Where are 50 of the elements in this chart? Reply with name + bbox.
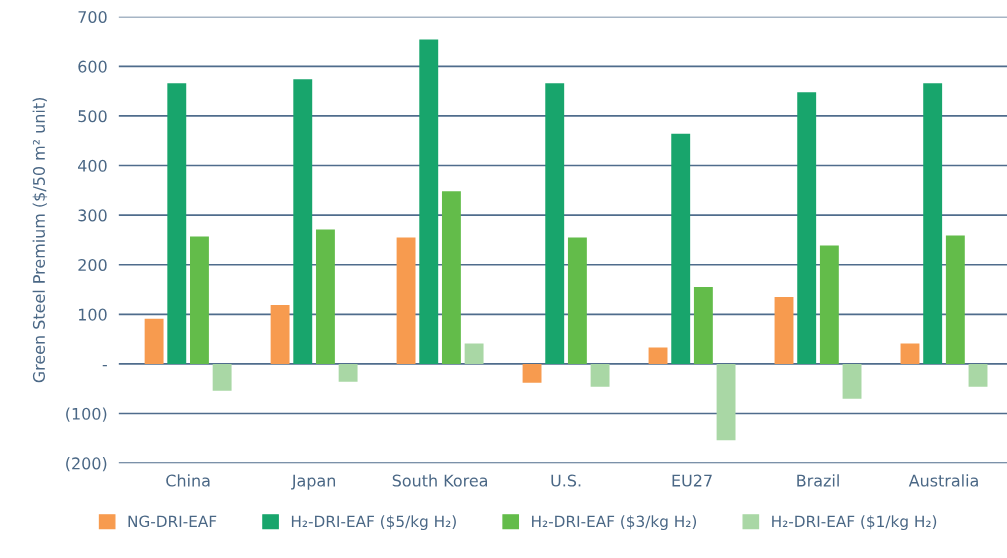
- bar: [716, 363, 736, 441]
- bar: [212, 363, 232, 391]
- bar: [270, 304, 290, 364]
- bar: [338, 363, 358, 382]
- bar: [968, 363, 988, 387]
- x-tick-label: Brazil: [797, 474, 839, 487]
- x-tick-label: China: [166, 474, 210, 487]
- y-tick-label: 200: [78, 258, 107, 272]
- bar: [190, 236, 209, 364]
- bar: [590, 363, 610, 387]
- bar: [545, 83, 565, 364]
- bar: [900, 343, 920, 364]
- y-tick-label: (200): [66, 457, 107, 472]
- x-tick-label: U.S.: [551, 474, 581, 487]
- bar: [693, 287, 713, 364]
- bar: [671, 133, 691, 364]
- bar: [797, 92, 817, 364]
- x-tick-label: South Korea: [392, 474, 488, 487]
- y-tick-label: 400: [78, 159, 107, 172]
- y-tick-label: 300: [78, 209, 107, 222]
- y-tick-label: (100): [66, 407, 107, 422]
- bar: [464, 343, 484, 364]
- bar: [774, 296, 794, 364]
- x-tick-label: Australia: [908, 474, 978, 487]
- bar: [923, 83, 943, 364]
- bar: [648, 347, 668, 364]
- legend-label: H₂-DRI-EAF ($1/kg H₂): [772, 515, 937, 531]
- bar: [419, 39, 439, 364]
- legend-label: H₂-DRI-EAF ($5/kg H₂): [291, 515, 456, 531]
- legend-label: H₂-DRI-EAF ($3/kg H₂): [532, 515, 697, 531]
- y-tick-label: 700: [78, 10, 107, 24]
- y-axis-title: Green Steel Premium ($/50 m² unit): [32, 98, 48, 383]
- x-tick-label: EU27: [672, 474, 712, 487]
- y-tick-label: -: [102, 364, 107, 367]
- y-tick-label: 500: [78, 110, 107, 123]
- bar: [945, 235, 965, 364]
- bar: [396, 237, 416, 364]
- y-tick-label: 600: [78, 60, 107, 73]
- bar: [293, 79, 313, 364]
- bar: [144, 318, 164, 364]
- bar: [522, 363, 542, 383]
- legend-label: NG-DRI-EAF: [128, 515, 217, 528]
- bar: [567, 237, 587, 364]
- bar: [441, 191, 461, 364]
- bar: [315, 229, 335, 364]
- bar: [167, 83, 187, 364]
- y-tick-label: 100: [78, 308, 107, 321]
- bar: [819, 245, 839, 364]
- bar: [842, 363, 862, 399]
- x-tick-label: Japan: [291, 474, 336, 490]
